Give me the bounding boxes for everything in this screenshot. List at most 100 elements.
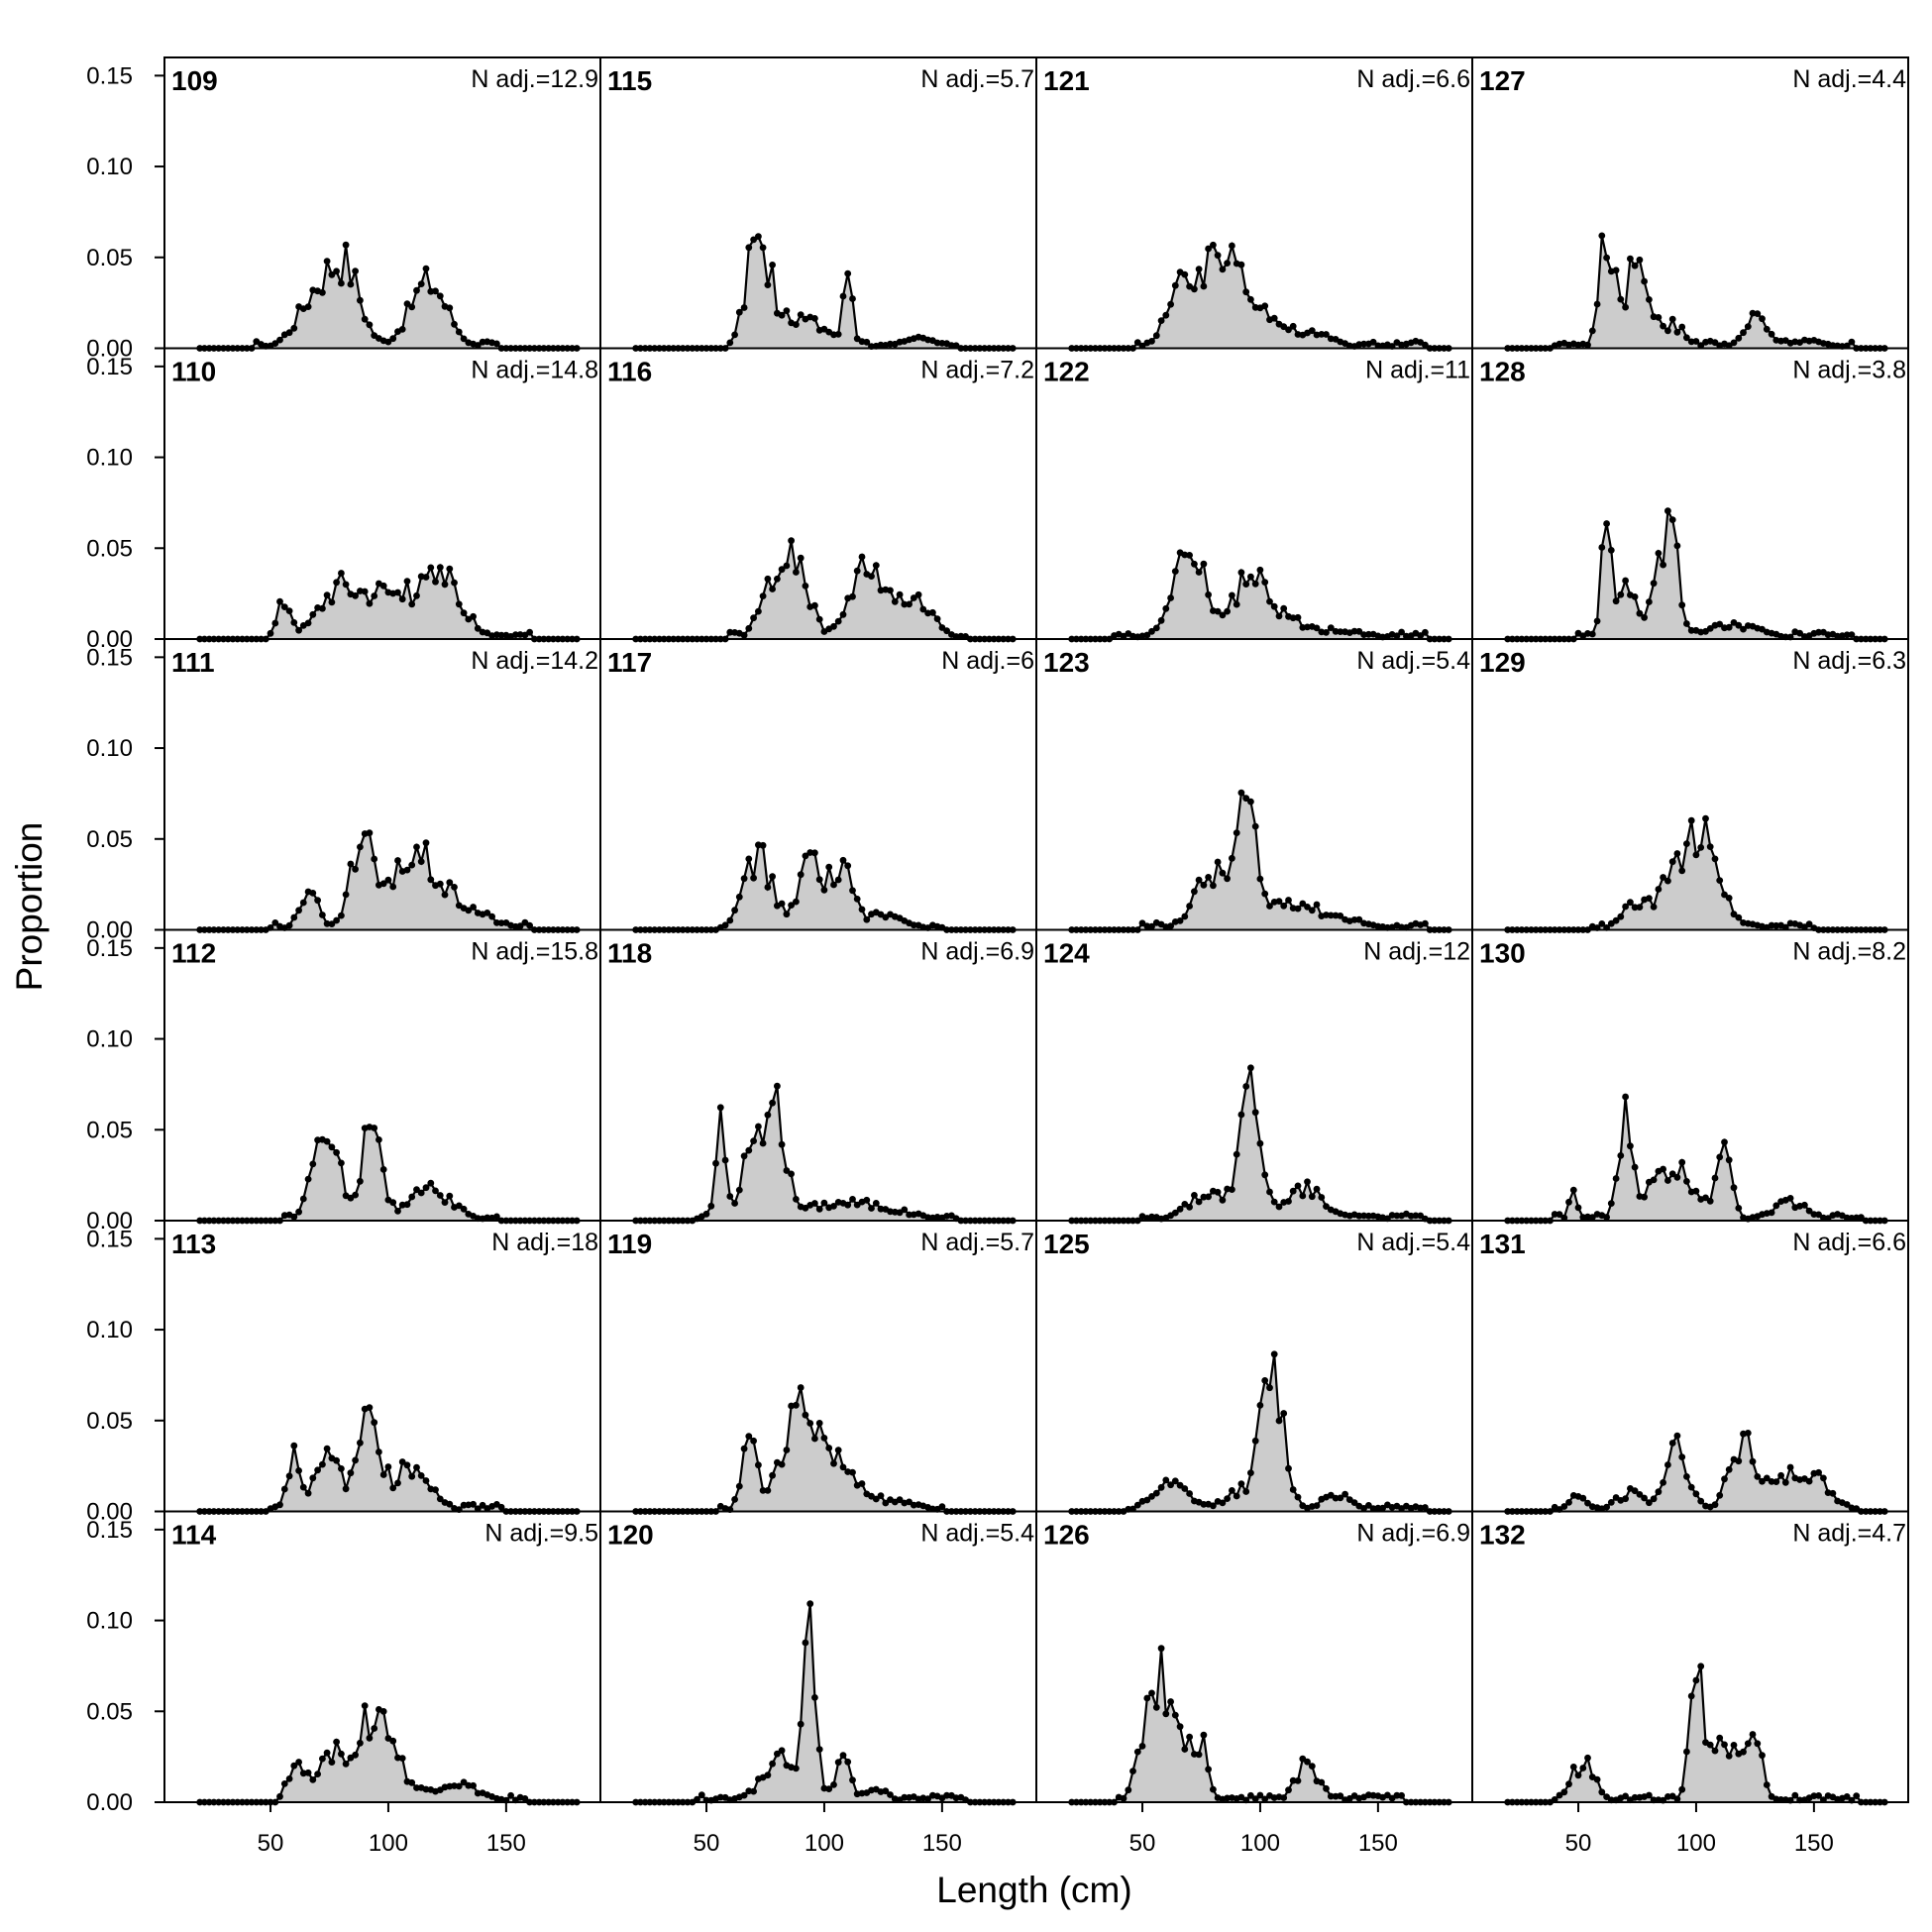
data-point xyxy=(839,856,847,864)
data-point xyxy=(1607,1499,1615,1506)
data-point xyxy=(1805,1477,1813,1485)
data-point xyxy=(1266,597,1273,605)
data-point xyxy=(333,1456,340,1464)
distribution-area xyxy=(635,844,1014,930)
data-point xyxy=(834,331,842,338)
data-point xyxy=(1768,330,1775,338)
data-point xyxy=(342,1485,350,1493)
data-point xyxy=(398,595,406,603)
data-point xyxy=(1266,903,1273,910)
data-point xyxy=(1631,262,1639,269)
data-point xyxy=(1210,882,1217,890)
data-point xyxy=(309,610,317,618)
data-point xyxy=(1355,627,1363,635)
data-point xyxy=(1195,1751,1203,1759)
data-point xyxy=(1280,902,1288,910)
data-point xyxy=(389,1199,397,1207)
x-tick-label: 150 xyxy=(1794,1830,1834,1857)
data-point xyxy=(830,1203,837,1210)
data-point xyxy=(1171,1477,1179,1485)
data-point xyxy=(357,843,364,851)
data-point xyxy=(1224,607,1231,615)
panel-114: 114 N adj.=9.5 0.00 0.05 0.10 0.15 50 100 150 xyxy=(86,1510,601,1857)
n-adj-label: N adj.=7.2 xyxy=(920,357,1034,384)
data-point xyxy=(285,329,293,337)
data-point xyxy=(778,1747,786,1755)
data-point xyxy=(408,1778,416,1786)
data-point xyxy=(1247,295,1254,303)
data-point xyxy=(1205,874,1212,881)
data-point xyxy=(1740,625,1747,633)
data-point xyxy=(1148,1213,1155,1221)
data-point xyxy=(750,1137,757,1144)
data-point xyxy=(1650,1495,1658,1503)
data-point xyxy=(830,1459,837,1467)
data-point xyxy=(338,912,345,919)
data-point xyxy=(745,1146,753,1154)
data-point xyxy=(1730,911,1738,918)
data-point xyxy=(811,849,818,857)
data-point xyxy=(1655,1488,1663,1496)
data-point xyxy=(1313,1185,1321,1193)
data-point xyxy=(1617,295,1625,303)
data-point xyxy=(872,1200,880,1207)
data-point xyxy=(512,631,519,638)
x-tick-label: 50 xyxy=(694,1830,720,1857)
y-tick-label: 0.15 xyxy=(86,1226,133,1252)
data-point xyxy=(1327,1792,1335,1800)
data-point xyxy=(731,1496,738,1503)
data-point xyxy=(451,884,458,891)
panel-id-label: 128 xyxy=(1479,357,1526,387)
data-point xyxy=(1275,1417,1283,1425)
data-point xyxy=(1176,1205,1184,1213)
data-point xyxy=(1777,1471,1784,1479)
data-point xyxy=(376,1136,382,1143)
distribution-area xyxy=(1071,1353,1449,1512)
data-point xyxy=(1584,1754,1591,1762)
data-point xyxy=(304,303,312,310)
n-adj-label: N adj.=6.9 xyxy=(1356,1520,1470,1548)
data-point xyxy=(280,1485,288,1493)
data-point xyxy=(1772,921,1780,929)
data-point xyxy=(413,591,420,599)
panel-116: 116 N adj.=7.2 xyxy=(599,347,1037,643)
data-point xyxy=(276,597,283,605)
data-point xyxy=(694,1795,700,1803)
data-point xyxy=(1289,1486,1297,1493)
panel-115: 115 N adj.=5.7 xyxy=(599,56,1037,352)
data-point xyxy=(271,340,279,347)
data-point xyxy=(1668,858,1676,866)
data-point xyxy=(1304,1758,1311,1766)
data-point xyxy=(1725,1753,1733,1760)
data-point xyxy=(1289,1776,1297,1784)
data-point xyxy=(427,876,435,884)
data-point xyxy=(408,1472,416,1480)
data-point xyxy=(408,303,416,311)
data-point xyxy=(1697,844,1705,851)
data-point xyxy=(1556,1791,1563,1799)
data-point xyxy=(1171,1711,1179,1719)
data-point xyxy=(1664,1177,1671,1184)
data-point xyxy=(1247,1469,1254,1476)
data-point xyxy=(849,1776,856,1784)
y-tick-label: 0.10 xyxy=(86,445,133,472)
n-adj-label: N adj.=6.6 xyxy=(1792,1229,1906,1256)
data-point xyxy=(1569,1764,1577,1771)
data-point xyxy=(1641,1494,1648,1502)
data-point xyxy=(1237,261,1245,268)
data-point xyxy=(1323,1203,1330,1210)
data-point xyxy=(740,304,748,311)
data-point xyxy=(731,331,738,339)
data-point xyxy=(299,899,307,907)
n-adj-label: N adj.=15.8 xyxy=(471,938,598,966)
data-point xyxy=(721,921,729,929)
data-point xyxy=(1337,1494,1344,1502)
data-point xyxy=(1229,591,1235,599)
n-adj-label: N adj.=5.4 xyxy=(1356,647,1470,675)
data-point xyxy=(1706,1741,1714,1749)
data-point xyxy=(1393,632,1401,640)
data-point xyxy=(1692,1490,1700,1498)
data-point xyxy=(1781,1478,1789,1486)
data-point xyxy=(1289,1187,1297,1195)
data-point xyxy=(271,919,279,926)
